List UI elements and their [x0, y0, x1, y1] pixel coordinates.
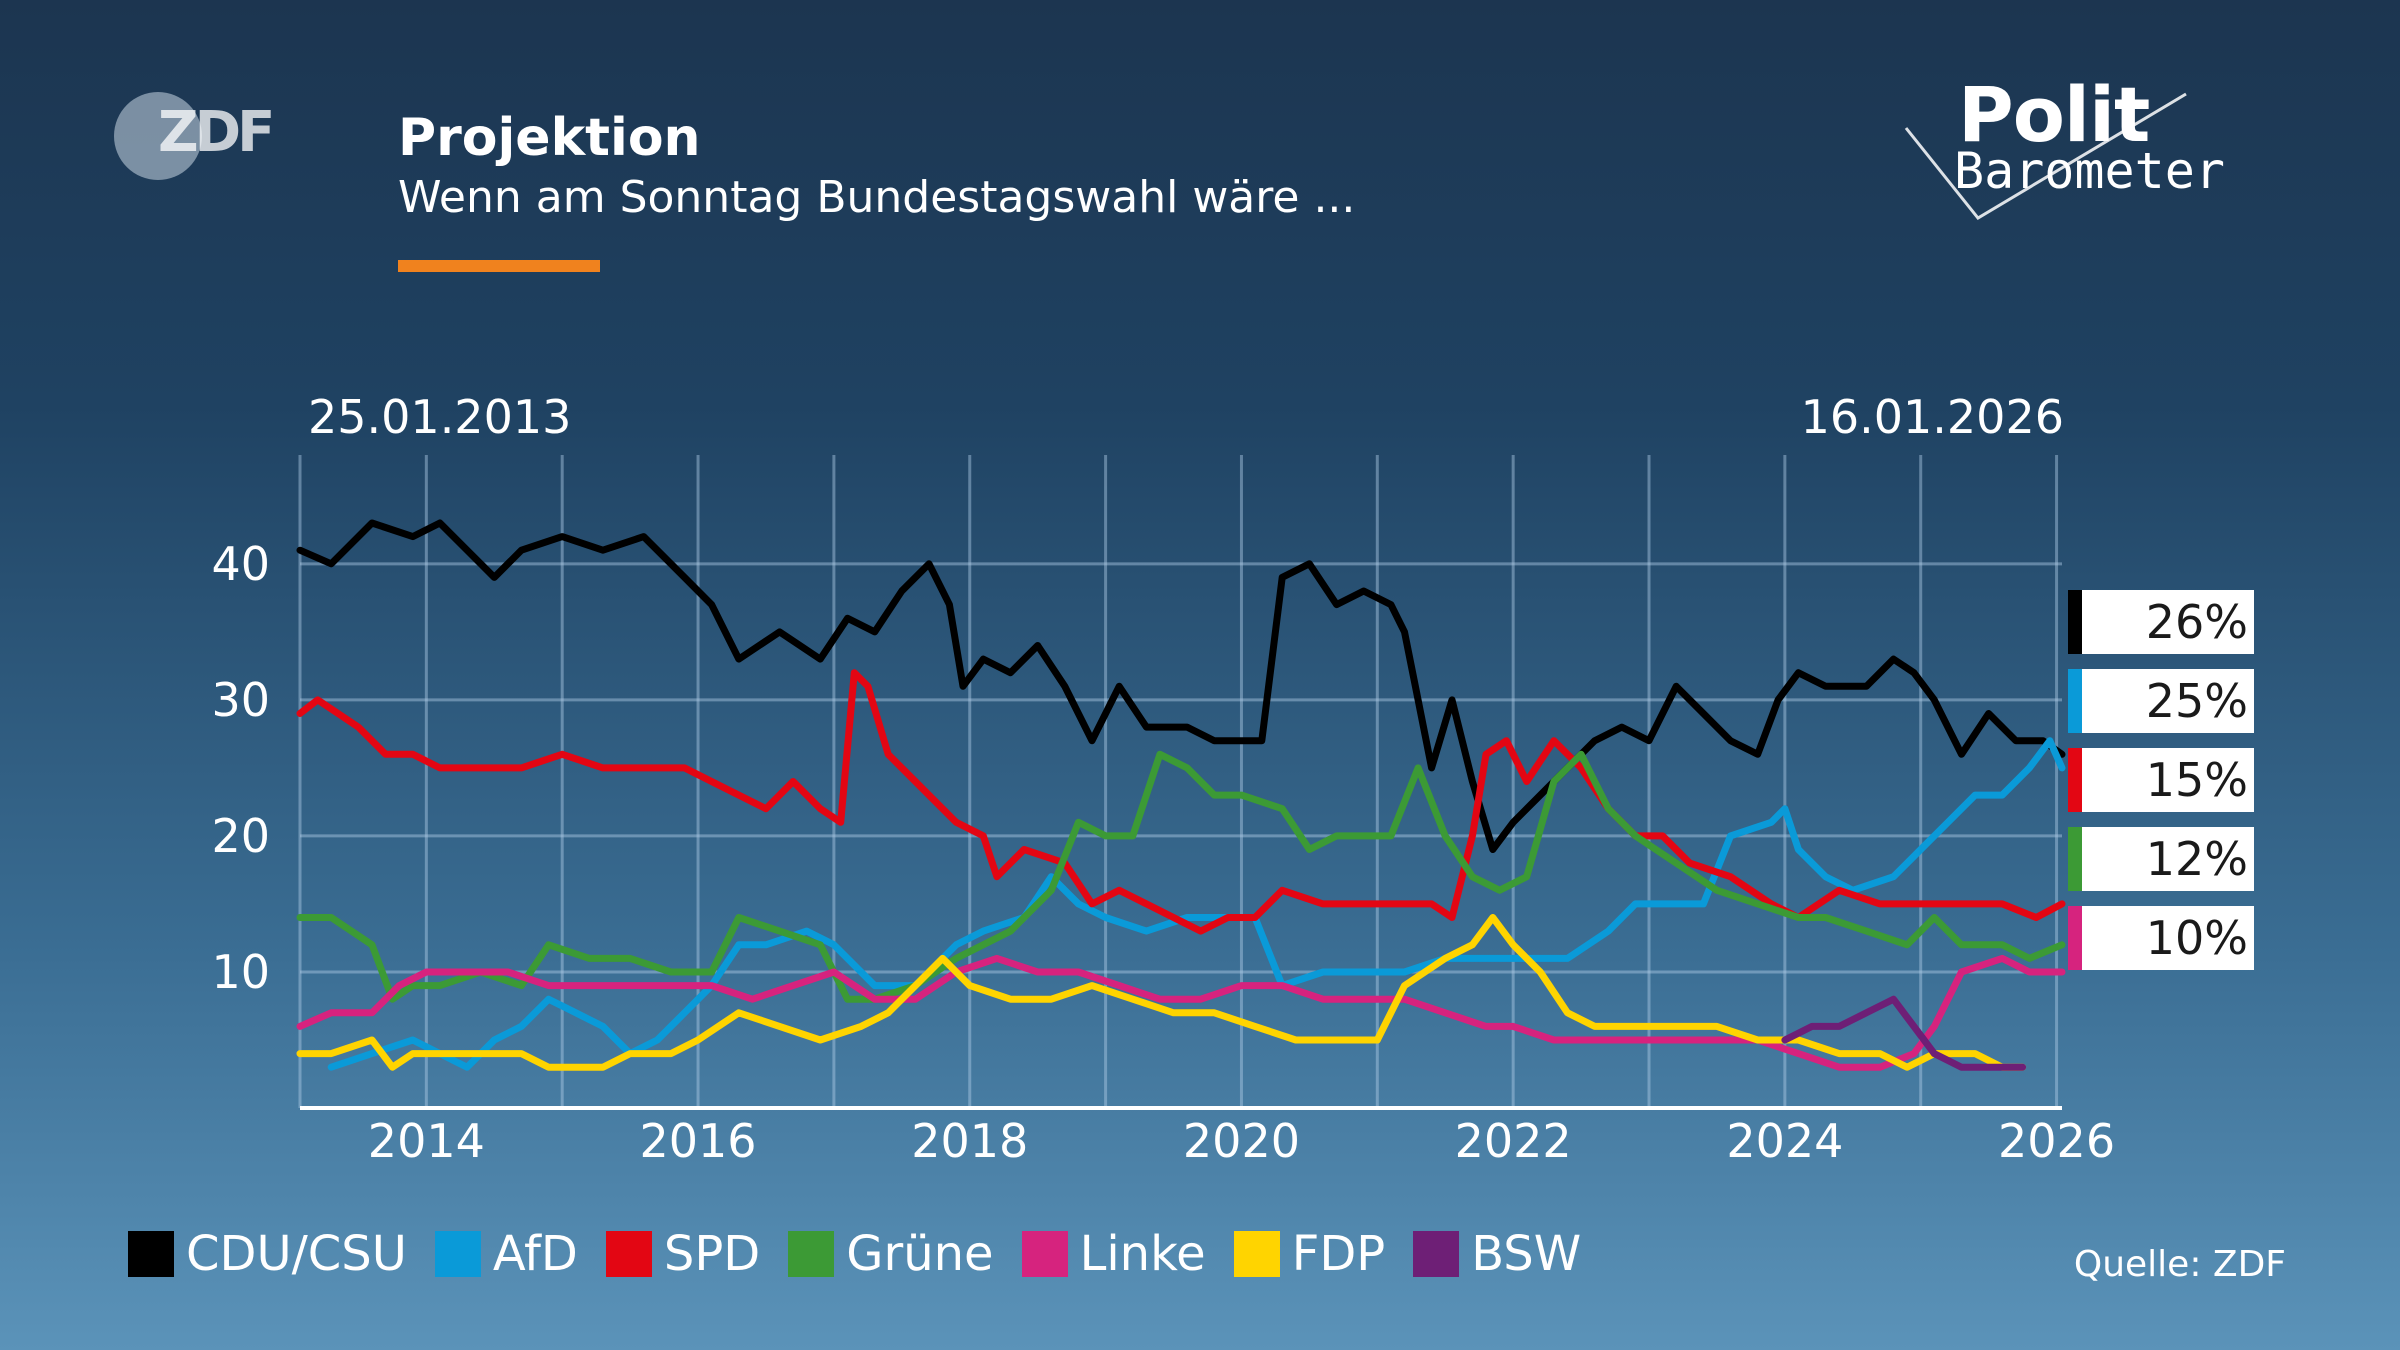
series-line-linke	[296, 954, 2066, 1071]
final-value-label: 12%	[2146, 832, 2248, 886]
final-value-box	[2068, 669, 2254, 733]
series-line-bsw	[1781, 995, 2027, 1071]
legend: CDU/CSU AfD SPD Grüne Linke FDP BSW	[128, 1226, 1609, 1282]
final-value-label: 26%	[2146, 595, 2248, 649]
final-value-color-bar	[2068, 748, 2082, 812]
legend-item: BSW	[1413, 1226, 1581, 1282]
x-tick-label: 2026	[1998, 1114, 2115, 1168]
x-tick-label: 2014	[368, 1114, 485, 1168]
zdf-logo-text: ZDF	[158, 100, 275, 165]
legend-swatch	[605, 1231, 652, 1277]
y-tick-label: 20	[211, 809, 270, 863]
legend-label: Grüne	[846, 1226, 994, 1282]
legend-label: Linke	[1079, 1226, 1206, 1282]
zdf-logo-disc	[114, 92, 202, 180]
legend-label: CDU/CSU	[186, 1226, 407, 1282]
legend-item: Grüne	[788, 1226, 994, 1282]
legend-label: BSW	[1471, 1226, 1582, 1282]
final-value-label: 10%	[2146, 911, 2248, 965]
chart-title: Projektion	[398, 108, 701, 168]
legend-swatch	[1021, 1231, 1068, 1277]
legend-swatch	[788, 1231, 835, 1277]
final-value-box	[2068, 590, 2254, 654]
legend-item: FDP	[1233, 1226, 1386, 1282]
final-value-box	[2068, 748, 2254, 812]
brand-barometer: Barometer	[1954, 142, 2225, 200]
checkmark-icon	[1904, 92, 2187, 220]
series-line-fdp	[296, 914, 2027, 1071]
legend-item: Linke	[1021, 1226, 1206, 1282]
x-tick-label: 2018	[911, 1114, 1028, 1168]
zdf-logo: ZDF	[112, 90, 275, 185]
legend-swatch	[1413, 1231, 1460, 1277]
series-line-afd	[327, 737, 2066, 1071]
legend-item: SPD	[605, 1226, 761, 1282]
title-accent-bar	[398, 260, 600, 272]
series-line-cducsu	[296, 519, 2066, 853]
x-tick-label: 2024	[1726, 1114, 1843, 1168]
legend-swatch	[434, 1231, 481, 1277]
legend-swatch	[128, 1231, 174, 1277]
legend-swatch	[1233, 1231, 1280, 1277]
chart-subtitle: Wenn am Sonntag Bundestagswahl wäre ...	[398, 172, 1356, 223]
legend-label: AfD	[492, 1226, 578, 1282]
final-value-box	[2068, 827, 2254, 891]
x-tick-label: 2022	[1455, 1114, 1572, 1168]
series-line-grne	[296, 750, 2066, 1003]
y-tick-label: 40	[211, 537, 270, 591]
y-tick-label: 10	[211, 945, 270, 999]
final-value-color-bar	[2068, 906, 2082, 970]
y-tick-label: 30	[211, 673, 270, 727]
final-value-box	[2068, 906, 2254, 970]
end-date: 16.01.2026	[1800, 390, 2064, 444]
legend-label: FDP	[1291, 1226, 1386, 1282]
x-tick-label: 2020	[1183, 1114, 1300, 1168]
final-value-color-bar	[2068, 590, 2082, 654]
final-value-color-bar	[2068, 669, 2082, 733]
legend-item: CDU/CSU	[128, 1226, 407, 1282]
final-value-color-bar	[2068, 827, 2082, 891]
politbarometer-logo: Polit Barometer	[1900, 70, 2230, 230]
source-note: Quelle: ZDF	[2073, 1244, 2286, 1285]
brand-polit: Polit	[1958, 70, 2150, 159]
final-value-label: 25%	[2146, 674, 2248, 728]
final-value-label: 15%	[2146, 753, 2248, 807]
series-line-spd	[296, 669, 2066, 935]
start-date: 25.01.2013	[308, 390, 572, 444]
legend-label: SPD	[663, 1226, 761, 1282]
x-tick-label: 2016	[640, 1114, 757, 1168]
legend-item: AfD	[434, 1226, 578, 1282]
